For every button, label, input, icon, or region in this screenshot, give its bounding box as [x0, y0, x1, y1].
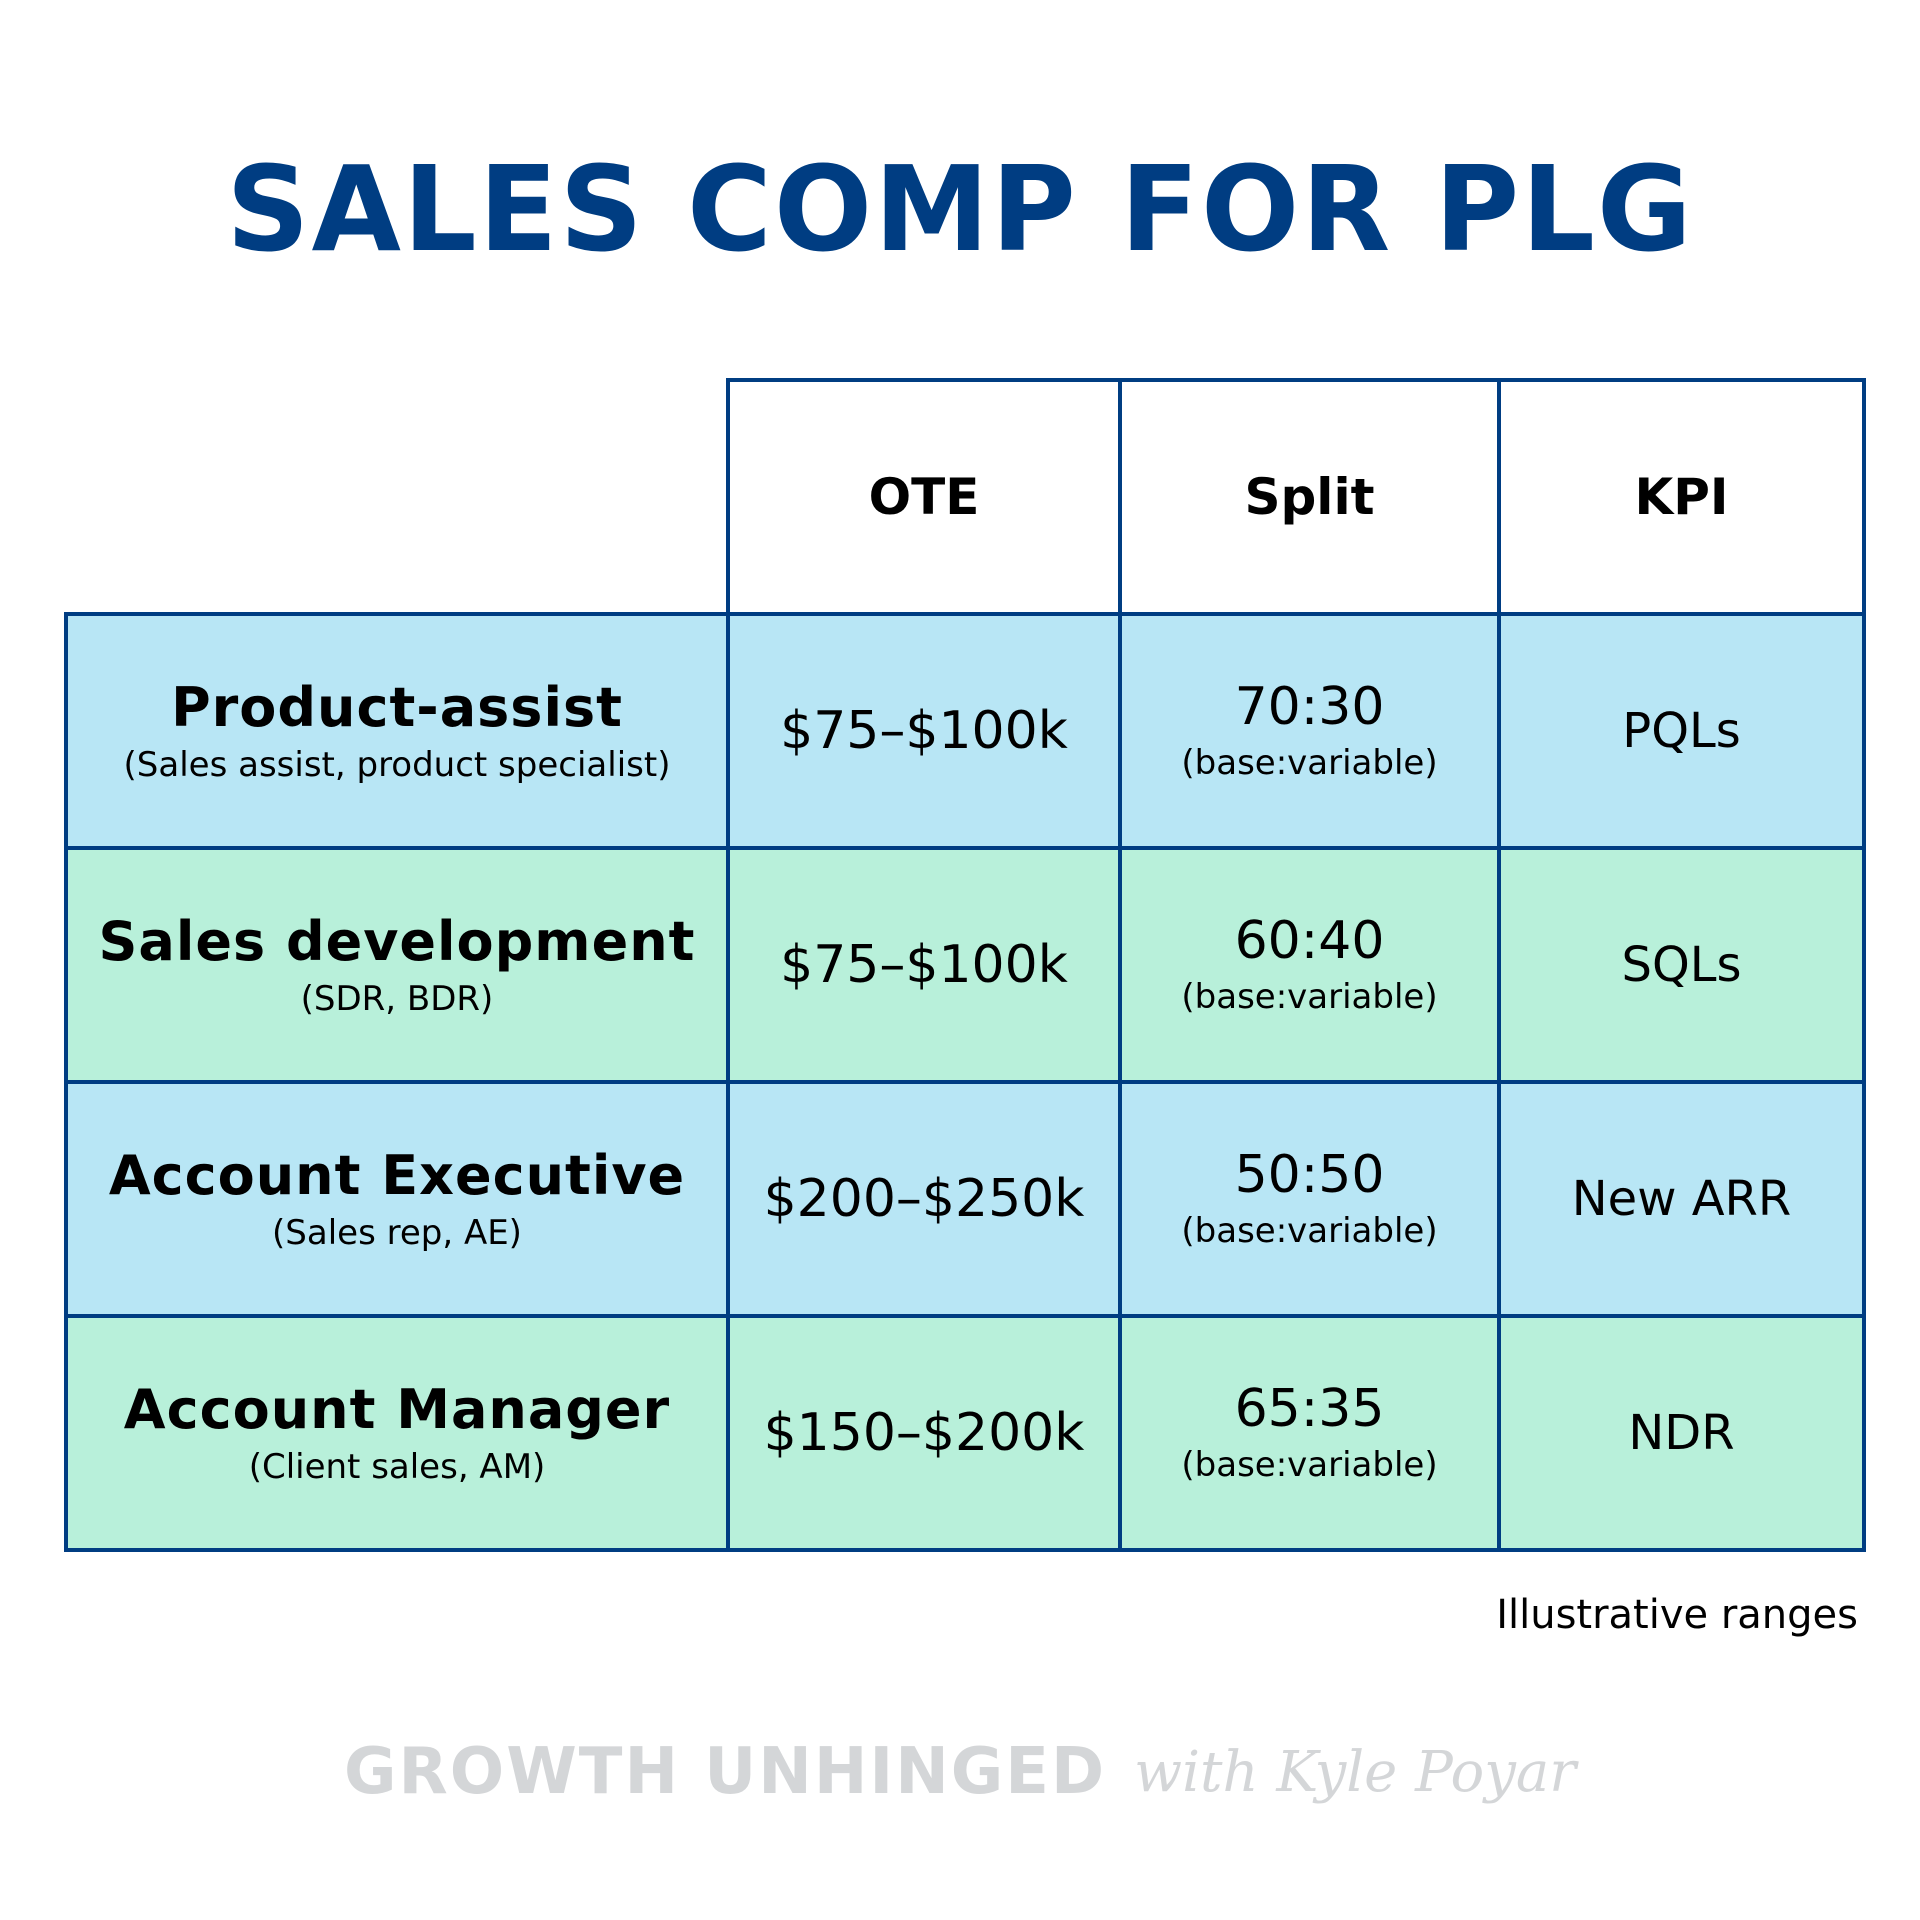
- role-subtitle: (Sales assist, product specialist): [123, 745, 671, 786]
- split-cell: 50:50 (base:variable): [1118, 1080, 1501, 1318]
- role-name: Sales development: [98, 909, 696, 973]
- footnote: Illustrative ranges: [1496, 1592, 1858, 1638]
- header-row: OTE Split KPI: [66, 378, 1866, 616]
- split-cell: 65:35 (base:variable): [1118, 1314, 1501, 1552]
- split-label: (base:variable): [1181, 742, 1438, 783]
- split-cell: 70:30 (base:variable): [1118, 612, 1501, 850]
- table-row: Account Executive (Sales rep, AE) $200–$2…: [64, 1080, 1866, 1318]
- brand-author: with Kyle Poyar: [1134, 1739, 1577, 1805]
- role-name: Account Executive: [108, 1143, 686, 1207]
- ote-cell: $75–$100k: [726, 846, 1122, 1084]
- split-ratio: 60:40: [1234, 911, 1385, 972]
- role-subtitle: (SDR, BDR): [300, 979, 494, 1020]
- comp-table: OTE Split KPI Product-assist (Sales assis…: [64, 378, 1866, 1552]
- header-ote: OTE: [726, 378, 1122, 616]
- header-kpi: KPI: [1497, 378, 1866, 616]
- ote-cell: $150–$200k: [726, 1314, 1122, 1552]
- role-subtitle: (Client sales, AM): [248, 1447, 546, 1488]
- role-cell: Account Manager (Client sales, AM): [64, 1314, 730, 1552]
- role-name: Product-assist: [171, 675, 623, 739]
- header-split: Split: [1118, 378, 1501, 616]
- kpi-cell: SQLs: [1497, 846, 1866, 1084]
- ote-cell: $200–$250k: [726, 1080, 1122, 1318]
- role-name: Account Manager: [123, 1377, 671, 1441]
- split-ratio: 50:50: [1234, 1145, 1385, 1206]
- brand-name: GROWTH UNHINGED: [343, 1735, 1107, 1809]
- split-ratio: 65:35: [1234, 1379, 1385, 1440]
- ote-cell: $75–$100k: [726, 612, 1122, 850]
- page-title: SALES COMP FOR PLG: [226, 140, 1694, 278]
- table-row: Product-assist (Sales assist, product spe…: [64, 612, 1866, 850]
- role-cell: Sales development (SDR, BDR): [64, 846, 730, 1084]
- split-ratio: 70:30: [1234, 677, 1385, 738]
- role-subtitle: (Sales rep, AE): [272, 1213, 522, 1254]
- brand-footer: GROWTH UNHINGED with Kyle Poyar: [0, 1735, 1920, 1809]
- role-cell: Account Executive (Sales rep, AE): [64, 1080, 730, 1318]
- kpi-cell: NDR: [1497, 1314, 1866, 1552]
- role-cell: Product-assist (Sales assist, product spe…: [64, 612, 730, 850]
- kpi-cell: PQLs: [1497, 612, 1866, 850]
- split-cell: 60:40 (base:variable): [1118, 846, 1501, 1084]
- split-label: (base:variable): [1181, 1444, 1438, 1485]
- split-label: (base:variable): [1181, 976, 1438, 1017]
- split-label: (base:variable): [1181, 1210, 1438, 1251]
- kpi-cell: New ARR: [1497, 1080, 1866, 1318]
- table-row: Sales development (SDR, BDR) $75–$100k 60…: [64, 846, 1866, 1084]
- table-row: Account Manager (Client sales, AM) $150–$…: [64, 1314, 1866, 1552]
- corner-cell: [66, 380, 730, 616]
